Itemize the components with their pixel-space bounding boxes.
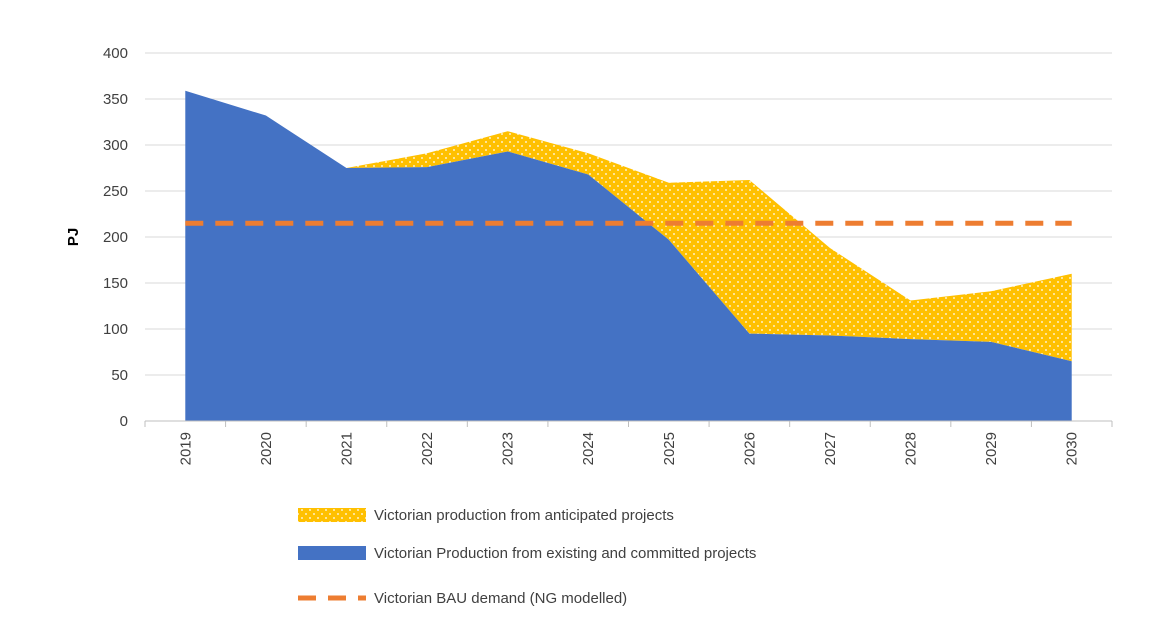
x-tick-label: 2025 [661, 432, 678, 465]
x-tick-label: 2020 [258, 432, 275, 465]
y-tick-label: 50 [111, 367, 128, 384]
y-tick-label: 250 [103, 183, 128, 200]
legend-swatch-anticipated [298, 508, 366, 522]
y-tick-label: 300 [103, 137, 128, 154]
x-tick-label: 2028 [903, 432, 920, 465]
x-tick-label: 2029 [983, 432, 1000, 465]
legend-label: Victorian Production from existing and c… [374, 545, 756, 562]
y-tick-label: 150 [103, 275, 128, 292]
x-tick-label: 2030 [1064, 432, 1081, 465]
y-axis-ticks: 0 50 100 150 200 250 300 350 400 [103, 45, 128, 430]
y-tick-label: 200 [103, 229, 128, 246]
y-axis-label: PJ [65, 228, 82, 246]
plot-areas [185, 90, 1072, 421]
x-tick-label: 2022 [419, 432, 436, 465]
legend-label: Victorian BAU demand (NG modelled) [374, 590, 627, 607]
y-tick-label: 0 [120, 413, 128, 430]
x-tick-label: 2024 [580, 432, 597, 465]
x-tick-label: 2019 [177, 432, 194, 465]
x-axis-ticks: 2019 2020 2021 2022 2023 2024 2025 2026 2027 2028… [144, 420, 1113, 465]
x-tick-label: 2027 [822, 432, 839, 465]
x-tick-label: 2023 [500, 432, 517, 465]
area-anticipated-projects [185, 90, 1072, 362]
x-tick-label: 2021 [338, 432, 355, 465]
y-tick-label: 350 [103, 91, 128, 108]
area-existing-committed-projects [185, 90, 1072, 421]
x-tick-label: 2026 [741, 432, 758, 465]
legend: Victorian production from anticipated pr… [298, 507, 756, 607]
legend-label: Victorian production from anticipated pr… [374, 507, 674, 524]
y-tick-label: 100 [103, 321, 128, 338]
y-tick-label: 400 [103, 45, 128, 62]
legend-swatch-existing [298, 546, 366, 560]
